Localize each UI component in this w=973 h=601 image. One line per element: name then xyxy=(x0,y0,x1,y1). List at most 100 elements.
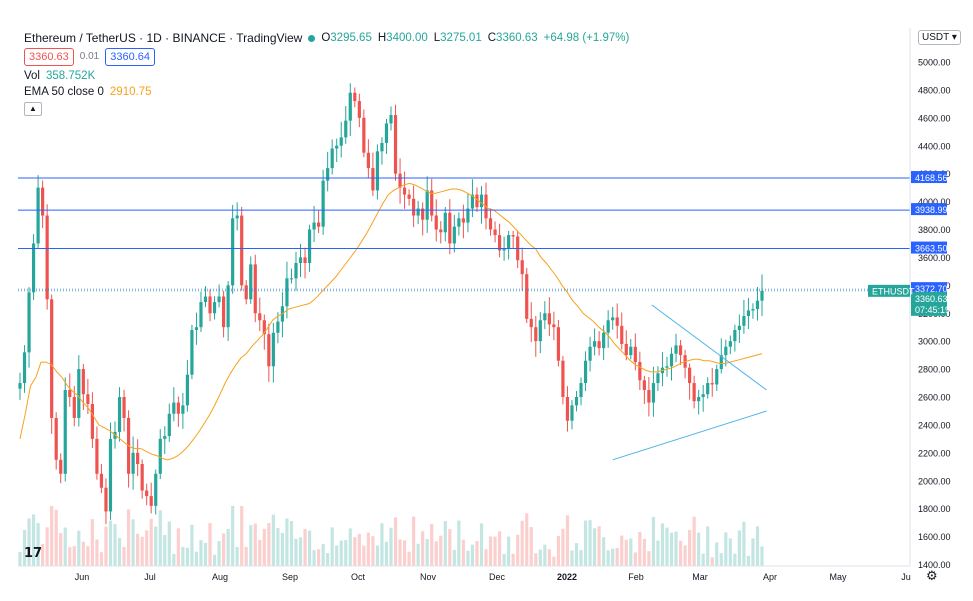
volume-bar xyxy=(59,533,63,566)
candle xyxy=(579,377,583,406)
ohlc-high-key: H xyxy=(377,32,387,44)
volume-bar xyxy=(461,539,465,566)
volume-bar xyxy=(448,529,452,566)
candle xyxy=(203,286,208,308)
volume-bar xyxy=(77,530,81,566)
price-tick-label: 3600.00 xyxy=(918,253,951,263)
candle xyxy=(312,205,316,242)
volume-bar xyxy=(244,546,248,566)
candle xyxy=(457,212,461,236)
svg-text:3663.50: 3663.50 xyxy=(915,244,948,254)
candle xyxy=(656,366,660,392)
currency-selector[interactable]: USDT ▾ xyxy=(918,30,961,45)
volume-bar xyxy=(751,538,755,566)
volume-bar xyxy=(362,545,366,566)
trendline[interactable] xyxy=(651,304,767,391)
volume-bar xyxy=(63,527,67,566)
candle xyxy=(439,221,443,244)
volume-bar xyxy=(50,506,54,566)
volume-bar xyxy=(493,536,497,566)
candle xyxy=(561,355,565,405)
volume-bar xyxy=(656,540,660,566)
candle xyxy=(226,281,230,341)
time-tick-label: Dec xyxy=(489,572,506,582)
volume-bar xyxy=(525,513,529,566)
candle xyxy=(511,230,515,249)
volume-bar xyxy=(737,530,741,566)
volume-bar xyxy=(615,547,619,566)
candle xyxy=(398,158,402,204)
time-axis[interactable]: Jun Jul Aug Sep Oct Nov Dec 2022 Feb Mar Apr May Ju xyxy=(18,565,911,582)
volume-bar xyxy=(258,539,262,566)
volume-bar xyxy=(624,539,628,566)
candle xyxy=(149,482,153,514)
candle xyxy=(99,463,104,494)
candle xyxy=(701,385,705,412)
candle xyxy=(185,360,190,412)
candle xyxy=(77,355,81,427)
candle xyxy=(611,307,615,330)
volume-bar xyxy=(416,543,420,566)
gear-icon[interactable]: ⚙ xyxy=(926,568,938,583)
volume-bar xyxy=(185,547,190,566)
volume-bar xyxy=(303,528,307,566)
volume-bar xyxy=(357,533,361,566)
candle xyxy=(217,284,221,308)
time-tick-label: Jul xyxy=(144,572,156,582)
volume-bar xyxy=(755,526,760,566)
symbol-title[interactable]: Ethereum / TetherUS · 1D · BINANCE · Tra… xyxy=(24,31,303,45)
volume-bar xyxy=(507,536,511,566)
volume-bar xyxy=(280,532,285,566)
ema-50-line xyxy=(19,182,763,461)
collapse-legend-button[interactable]: ▲ xyxy=(24,102,42,116)
svg-text:3938.99: 3938.99 xyxy=(915,205,948,215)
candle xyxy=(556,319,561,367)
candle xyxy=(176,396,180,427)
candle xyxy=(407,189,411,206)
buy-button[interactable]: 3360.64 xyxy=(105,48,155,66)
time-tick-label: Apr xyxy=(763,572,777,582)
volume-bar xyxy=(149,518,153,566)
trendline[interactable] xyxy=(612,410,767,461)
volume-bar xyxy=(466,550,470,566)
tradingview-logo-icon[interactable]: 𝟭𝟳 xyxy=(24,545,43,560)
candle xyxy=(516,231,520,269)
volume-label[interactable]: Vol xyxy=(24,70,40,82)
candle xyxy=(326,151,330,192)
bid-ask-row: 3360.63 0.01 3360.64 xyxy=(24,48,629,66)
volume-bar xyxy=(565,515,570,566)
candle xyxy=(393,104,398,181)
candle xyxy=(642,375,646,405)
volume-bar xyxy=(706,526,710,566)
volume-bar xyxy=(90,519,94,566)
candle xyxy=(172,387,176,422)
candle xyxy=(697,389,701,415)
sell-button[interactable]: 3360.63 xyxy=(24,48,74,66)
ema-label[interactable]: EMA 50 close 0 xyxy=(24,86,104,98)
candle xyxy=(660,352,665,387)
time-tick-label: Jun xyxy=(75,572,90,582)
trendlines[interactable] xyxy=(612,304,767,461)
volume-bar xyxy=(529,527,533,566)
volume-bar xyxy=(407,551,411,566)
volume-bar xyxy=(339,540,343,566)
price-axis[interactable]: 1400.00 1600.00 1800.00 2000.00 2200.00 2400.… xyxy=(18,28,951,570)
candle xyxy=(267,323,271,382)
volume-bar xyxy=(22,529,27,566)
candle xyxy=(68,373,72,407)
volume-bar xyxy=(665,527,669,566)
volume-bar xyxy=(697,532,701,566)
chevron-down-icon: ▾ xyxy=(951,32,957,43)
candle xyxy=(63,377,67,482)
price-tick-label: 4600.00 xyxy=(918,113,951,123)
volume-bar xyxy=(199,540,203,566)
volume-bar xyxy=(470,544,475,566)
candle xyxy=(751,303,755,319)
volume-bar xyxy=(393,517,398,566)
volume-bar xyxy=(552,556,556,566)
horizontal-levels[interactable] xyxy=(18,177,910,290)
volume-bar xyxy=(253,523,257,566)
ohlc-low-key: L xyxy=(433,32,441,44)
candle xyxy=(507,230,511,260)
